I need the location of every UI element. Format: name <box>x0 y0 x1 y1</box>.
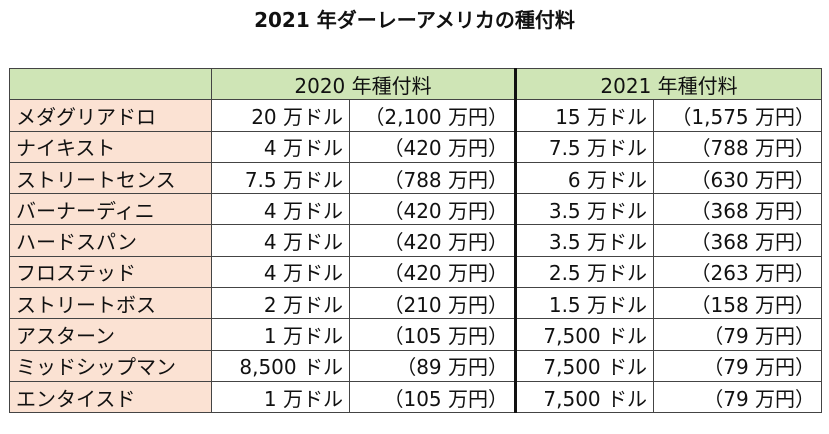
fee-2021-jpy-cell: （79 万円） <box>653 349 823 382</box>
fee-2021-usd-cell: 6 万ドル <box>514 161 655 195</box>
fee-2021-jpy-cell: （368 万円） <box>653 224 823 257</box>
table-row: ストリートボス 2 万ドル （210 万円） 1.5 万ドル （158 万円） <box>9 287 823 320</box>
fee-2021-jpy-cell: （1,575 万円） <box>653 99 823 132</box>
fee-2021-jpy-cell: （79 万円） <box>653 318 823 351</box>
table-row: アスターン 1 万ドル （105 万円） 7,500 ドル （79 万円） <box>9 318 823 351</box>
horse-name-cell: バーナーディニ <box>9 193 212 226</box>
fee-2021-usd-cell: 7,500 ドル <box>514 349 655 382</box>
fee-2020-usd-cell: 4 万ドル <box>211 130 350 163</box>
fee-2020-usd-cell: 4 万ドル <box>211 224 350 257</box>
fee-2020-jpy-cell: （105 万円） <box>348 318 518 351</box>
fee-2020-jpy-cell: （420 万円） <box>348 130 518 163</box>
horse-name-cell: ナイキスト <box>9 130 212 163</box>
table-row: ハードスパン 4 万ドル （420 万円） 3.5 万ドル （368 万円） <box>9 224 823 257</box>
stud-fee-table: 2020 年種付料 2021 年種付料 メダグリアドロ 20 万ドル （2,100 … <box>9 67 823 414</box>
header-row: 2020 年種付料 2021 年種付料 <box>9 67 823 101</box>
fee-2020-usd-cell: 7.5 万ドル <box>211 161 350 195</box>
fee-2021-usd-cell: 1.5 万ドル <box>514 287 655 320</box>
horse-name-cell: メダグリアドロ <box>9 99 212 132</box>
fee-2020-usd-cell: 1 万ドル <box>211 380 350 414</box>
horse-name-cell: アスターン <box>9 318 212 351</box>
fee-2020-jpy-cell: （210 万円） <box>348 287 518 320</box>
fee-2020-jpy-cell: （788 万円） <box>348 161 518 195</box>
fee-2021-jpy-cell: （788 万円） <box>653 130 823 163</box>
table-row: フロステッド 4 万ドル （420 万円） 2.5 万ドル （263 万円） <box>9 255 823 289</box>
table-row: エンタイスド 1 万ドル （105 万円） 7,500 ドル （79 万円） <box>9 380 823 414</box>
horse-name-cell: フロステッド <box>9 255 212 289</box>
fee-2020-usd-cell: 4 万ドル <box>211 193 350 226</box>
header-2020: 2020 年種付料 <box>210 67 518 101</box>
fee-2020-jpy-cell: （420 万円） <box>348 255 518 289</box>
fee-2021-jpy-cell: （263 万円） <box>653 255 823 289</box>
fee-2021-usd-cell: 3.5 万ドル <box>514 193 655 226</box>
fee-2020-usd-cell: 20 万ドル <box>211 99 350 132</box>
horse-name-cell: エンタイスド <box>9 380 212 414</box>
fee-2021-usd-cell: 7,500 ドル <box>514 380 655 414</box>
page-title: 2021 年ダーレーアメリカの種付料 <box>254 8 575 32</box>
fee-2021-usd-cell: 7.5 万ドル <box>514 130 655 163</box>
fee-2020-jpy-cell: （89 万円） <box>348 349 518 382</box>
table-row: メダグリアドロ 20 万ドル （2,100 万円） 15 万ドル （1,575 万円） <box>9 99 823 132</box>
fee-2020-jpy-cell: （2,100 万円） <box>348 99 518 132</box>
fee-2021-usd-cell: 7,500 ドル <box>514 318 655 351</box>
horse-name-cell: ストリートセンス <box>9 161 212 195</box>
fee-2020-jpy-cell: （105 万円） <box>348 380 518 414</box>
table-row: ミッドシップマン 8,500 ドル （89 万円） 7,500 ドル （79 万円） <box>9 349 823 382</box>
fee-2020-jpy-cell: （420 万円） <box>348 193 518 226</box>
fee-2020-usd-cell: 8,500 ドル <box>211 349 350 382</box>
table-row: ナイキスト 4 万ドル （420 万円） 7.5 万ドル （788 万円） <box>9 130 823 163</box>
fee-2021-jpy-cell: （630 万円） <box>653 161 823 195</box>
header-corner-cell <box>9 67 212 101</box>
horse-name-cell: ミッドシップマン <box>9 349 212 382</box>
fee-2021-usd-cell: 15 万ドル <box>514 99 655 132</box>
header-2021: 2021 年種付料 <box>514 67 823 101</box>
fee-2020-usd-cell: 4 万ドル <box>211 255 350 289</box>
table-row: バーナーディニ 4 万ドル （420 万円） 3.5 万ドル （368 万円） <box>9 193 823 226</box>
fee-2021-jpy-cell: （158 万円） <box>653 287 823 320</box>
fee-2021-usd-cell: 3.5 万ドル <box>514 224 655 257</box>
table-row: ストリートセンス 7.5 万ドル （788 万円） 6 万ドル （630 万円） <box>9 161 823 195</box>
horse-name-cell: ハードスパン <box>9 224 212 257</box>
fee-2020-usd-cell: 2 万ドル <box>211 287 350 320</box>
fee-2021-usd-cell: 2.5 万ドル <box>514 255 655 289</box>
fee-2021-jpy-cell: （79 万円） <box>653 380 823 414</box>
fee-2020-usd-cell: 1 万ドル <box>211 318 350 351</box>
fee-2020-jpy-cell: （420 万円） <box>348 224 518 257</box>
horse-name-cell: ストリートボス <box>9 287 212 320</box>
fee-2021-jpy-cell: （368 万円） <box>653 193 823 226</box>
